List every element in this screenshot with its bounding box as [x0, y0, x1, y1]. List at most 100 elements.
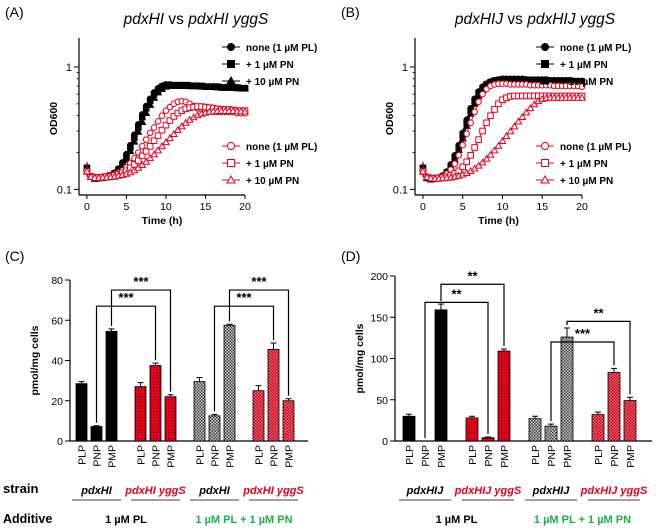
strain-label: pdxHI yggS [242, 485, 304, 497]
y-tick-label: 100 [370, 354, 388, 366]
legend-label: + 10 µM PN [246, 176, 299, 187]
data-point [138, 152, 146, 160]
bar [481, 437, 495, 442]
data-point [86, 172, 95, 180]
data-point [142, 157, 151, 165]
y-tick-label: 0 [382, 436, 388, 448]
y-tick-label: 0.1 [57, 184, 72, 196]
significance-bracket [110, 289, 172, 392]
data-point [578, 83, 586, 91]
significance-bracket [550, 341, 615, 422]
data-point [475, 136, 482, 143]
legend-marker [227, 142, 235, 150]
bar [208, 415, 221, 442]
data-point [240, 84, 250, 92]
data-point [146, 100, 155, 108]
data-point [418, 167, 428, 175]
significance-bracket [95, 305, 157, 423]
y-tick-label: 0 [57, 436, 63, 448]
category-label: PMP [562, 445, 574, 468]
data-point [146, 153, 155, 162]
data-point [482, 154, 491, 162]
bar [497, 350, 511, 442]
data-point [498, 136, 507, 145]
data-point [153, 88, 163, 96]
legend-label: none (1 µM PL) [246, 43, 317, 54]
legend-marker [540, 174, 550, 184]
y-axis-label: pmol/mg cells [29, 325, 41, 395]
strain-label: pdxHIJ yggS [454, 485, 522, 497]
additive-row-label: Additive [3, 512, 52, 526]
data-point [162, 121, 170, 129]
x-axis-label: Time (h) [478, 215, 519, 227]
bar [544, 425, 558, 442]
legend-label: + 10 µM PN [560, 176, 613, 187]
additive-label: 1 µM PL [105, 514, 147, 526]
strain-row-label: strain [3, 481, 38, 496]
legend-marker [541, 142, 549, 150]
panel-d-bar-chart: (D) 0 50 100 150 200 pmol/mg cells PLP PNP PMP pdx… [341, 248, 652, 526]
significance-bracket [424, 301, 489, 438]
data-point [157, 142, 167, 150]
legend-marker [541, 159, 549, 167]
significance-label: *** [133, 274, 149, 289]
data-point [134, 157, 142, 164]
series-line [86, 84, 245, 179]
data-point [467, 119, 474, 127]
y-tick-label: 200 [370, 271, 388, 283]
data-point [479, 127, 486, 135]
data-point [495, 100, 502, 108]
legend-marker [541, 43, 549, 51]
data-point [150, 124, 158, 131]
data-point [150, 93, 159, 101]
y-tick-label: 60 [51, 315, 63, 327]
significance-bracket [228, 289, 290, 396]
y-tick-label: 1 [402, 62, 408, 74]
panel-b-growth-curve: (B) pdxHIJ vs pdxHIJ yggS 0 5 10 15 20 0.1 1 Time… [341, 4, 631, 227]
data-point [130, 137, 139, 145]
data-point [463, 158, 470, 166]
bar [434, 309, 448, 442]
category-label: PNP [210, 445, 222, 467]
bar [465, 417, 479, 442]
strain-label: pdxHIJ [406, 485, 445, 497]
legend-label: + 10 µM PN [560, 77, 613, 88]
data-point [154, 118, 162, 125]
y-tick-label: 150 [370, 312, 388, 324]
data-point [502, 131, 511, 140]
data-point [522, 108, 531, 116]
panel-label: (D) [341, 248, 360, 264]
data-point [467, 151, 474, 159]
data-point [451, 160, 459, 168]
x-tick-label: 20 [239, 201, 251, 213]
legend-marker [540, 75, 550, 85]
data-point [240, 107, 250, 115]
legend-label: + 1 µM PN [246, 159, 294, 170]
data-point [146, 142, 154, 150]
legend-label: none (1 µM PL) [560, 43, 631, 54]
additive-label: 1 µM PL [436, 514, 478, 526]
title-part: vs [503, 11, 527, 28]
x-tick-label: 10 [160, 201, 172, 213]
data-point [479, 90, 486, 98]
legend-marker [227, 43, 235, 51]
bar [623, 400, 637, 442]
data-point [166, 117, 174, 124]
significance-label: *** [251, 274, 267, 289]
significance-bracket [566, 320, 631, 395]
y-tick-label: 50 [376, 395, 388, 407]
legend-label: + 1 µM PN [560, 159, 608, 170]
strain-label: pdxHI [80, 485, 113, 497]
category-label: PMP [625, 445, 637, 468]
data-point [526, 104, 535, 112]
category-label: PLP [530, 445, 542, 465]
bar [75, 383, 88, 442]
category-label: PMP [284, 445, 296, 468]
significance-bracket [213, 305, 275, 412]
bar [223, 324, 236, 442]
series-line [86, 83, 245, 179]
data-point [158, 126, 166, 134]
data-point [142, 147, 150, 155]
